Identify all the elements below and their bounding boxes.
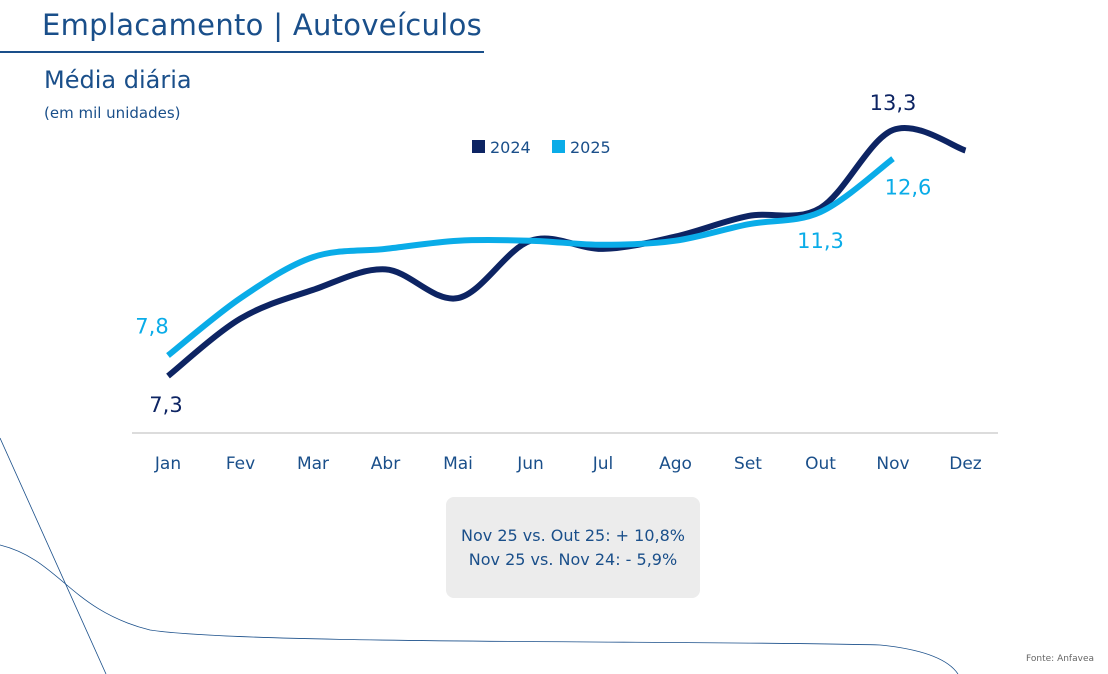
page-title: Emplacamento | Autoveículos	[42, 8, 483, 42]
x-tick-label: Jan	[154, 454, 181, 474]
x-tick-label: Nov	[876, 454, 909, 474]
data-label: 13,3	[870, 91, 917, 115]
series-line-2025	[166, 156, 895, 358]
x-tick-label: Fev	[226, 454, 255, 474]
comparison-box: Nov 25 vs. Out 25: + 10,8% Nov 25 vs. No…	[446, 497, 700, 598]
title-divider	[0, 51, 484, 53]
series-line-2024	[166, 125, 967, 379]
data-label: 7,3	[149, 393, 182, 417]
legend-swatch	[552, 140, 565, 153]
x-tick-label: Out	[805, 454, 836, 474]
x-tick-label: Jun	[516, 454, 544, 474]
x-tick-label: Dez	[949, 454, 982, 474]
data-label: 12,6	[885, 176, 932, 200]
x-tick-label: Ago	[659, 454, 692, 474]
decorative-lines	[0, 437, 959, 674]
data-label: 11,3	[797, 229, 844, 253]
unit-label: (em mil unidades)	[44, 104, 181, 122]
comparison-year: Nov 25 vs. Nov 24: - 5,9%	[468, 549, 678, 569]
data-label: 7,8	[135, 315, 168, 339]
x-tick-label: Mar	[297, 454, 329, 474]
chart-subtitle: Média diária	[44, 66, 192, 94]
legend-label: 2024	[490, 138, 531, 157]
source-note: Fonte: Anfavea	[1026, 654, 1094, 664]
comparison-month: Nov 25 vs. Out 25: + 10,8%	[461, 525, 685, 545]
legend-swatch	[472, 140, 485, 153]
x-tick-label: Jul	[592, 454, 614, 474]
x-tick-label: Abr	[371, 454, 400, 474]
legend-label: 2025	[570, 138, 611, 157]
x-tick-label: Mai	[443, 454, 473, 474]
x-tick-label: Set	[734, 454, 762, 474]
